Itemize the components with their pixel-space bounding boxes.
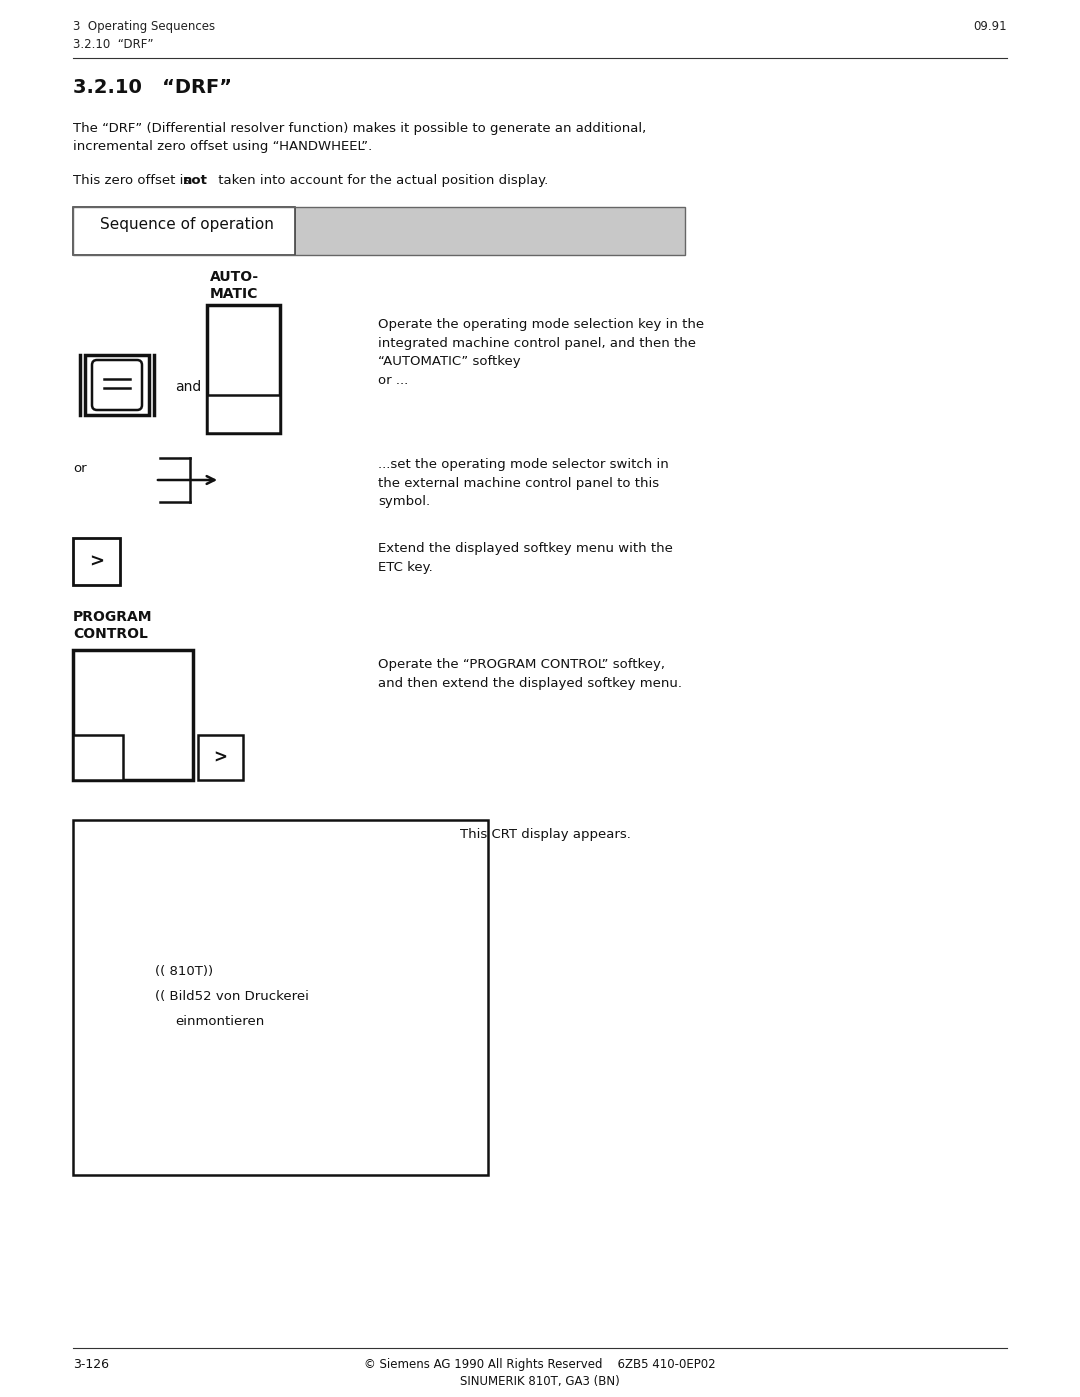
Text: 3-126: 3-126 — [73, 1358, 109, 1370]
Text: not: not — [183, 175, 207, 187]
Bar — [85, 355, 149, 415]
Text: PROGRAM: PROGRAM — [73, 610, 152, 624]
Text: The “DRF” (Differential resolver function) makes it possible to generate an addi: The “DRF” (Differential resolver functio… — [73, 122, 646, 154]
Text: Operate the “PROGRAM CONTROL” softkey,
and then extend the displayed softkey men: Operate the “PROGRAM CONTROL” softkey, a… — [378, 658, 681, 690]
Text: 3  Operating Sequences: 3 Operating Sequences — [73, 20, 215, 34]
Bar — [198, 735, 243, 780]
Text: taken into account for the actual position display.: taken into account for the actual positi… — [214, 175, 549, 187]
Text: >: > — [89, 552, 104, 570]
Bar — [73, 538, 120, 585]
Text: This CRT display appears.: This CRT display appears. — [460, 828, 631, 841]
Bar — [73, 735, 123, 780]
Text: CONTROL: CONTROL — [73, 627, 148, 641]
Text: MATIC: MATIC — [210, 286, 258, 300]
Text: SINUMERIK 810T, GA3 (BN): SINUMERIK 810T, GA3 (BN) — [460, 1375, 620, 1389]
Text: or: or — [73, 461, 86, 475]
Text: and: and — [175, 380, 201, 394]
Text: (( 810T)): (( 810T)) — [156, 965, 213, 978]
Text: einmontieren: einmontieren — [175, 1016, 265, 1028]
Bar — [73, 820, 488, 1175]
Text: Extend the displayed softkey menu with the
ETC key.: Extend the displayed softkey menu with t… — [378, 542, 673, 574]
Bar — [207, 305, 280, 433]
Bar — [207, 395, 280, 433]
Text: 3.2.10   “DRF”: 3.2.10 “DRF” — [73, 78, 232, 96]
Bar — [295, 207, 685, 256]
Text: ...set the operating mode selector switch in
the external machine control panel : ...set the operating mode selector switc… — [378, 458, 669, 509]
Text: © Siemens AG 1990 All Rights Reserved    6ZB5 410-0EP02: © Siemens AG 1990 All Rights Reserved 6Z… — [364, 1358, 716, 1370]
Bar — [73, 207, 685, 256]
Text: 09.91: 09.91 — [973, 20, 1007, 34]
Text: (( Bild52 von Druckerei: (( Bild52 von Druckerei — [156, 990, 309, 1003]
Text: Sequence of operation: Sequence of operation — [100, 217, 274, 232]
Text: 3.2.10  “DRF”: 3.2.10 “DRF” — [73, 38, 153, 52]
Bar — [73, 650, 193, 780]
Text: Operate the operating mode selection key in the
integrated machine control panel: Operate the operating mode selection key… — [378, 319, 704, 387]
FancyBboxPatch shape — [92, 360, 141, 409]
Bar — [73, 207, 295, 256]
Text: >: > — [214, 749, 228, 767]
Text: AUTO-: AUTO- — [210, 270, 259, 284]
Text: This zero offset is: This zero offset is — [73, 175, 194, 187]
